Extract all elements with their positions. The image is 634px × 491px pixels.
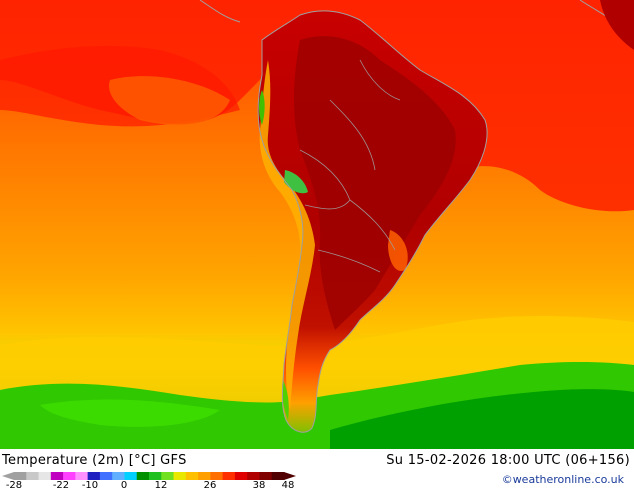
legend-swatch	[124, 472, 138, 480]
legend-tick-label: 0	[120, 480, 128, 491]
coastline	[257, 10, 488, 433]
temperature-map	[0, 0, 634, 449]
legend-swatch	[136, 472, 150, 480]
legend-swatch	[234, 472, 248, 480]
run-info: Su 15-02-2026 18:00 UTC (06+156)	[386, 453, 630, 468]
legend-swatch	[198, 472, 211, 480]
southern-brazil-orange	[388, 230, 408, 271]
legend-arrow-right	[284, 472, 296, 480]
legend-swatch	[63, 472, 76, 480]
legend-tick-label: -28	[5, 480, 23, 491]
andes-green-patch	[259, 90, 265, 125]
credit-link[interactable]: ©weatheronline.co.uk	[501, 473, 624, 486]
legend-swatch	[247, 472, 260, 480]
legend-swatch	[185, 472, 199, 480]
legend-swatch	[271, 472, 285, 480]
legend-tick-label: 12	[154, 480, 168, 491]
legend-swatch	[259, 472, 273, 480]
legend-swatch	[99, 472, 113, 480]
andes-strip	[259, 60, 315, 410]
color-legend	[2, 472, 296, 480]
dark-green-band-south	[330, 389, 634, 449]
legend-tick-label: -10	[81, 480, 99, 491]
legend-swatch	[50, 472, 64, 480]
legend-swatch	[173, 472, 187, 480]
legend-tick-label: 26	[203, 480, 217, 491]
legend-swatch	[38, 472, 52, 480]
patagonia-green	[281, 380, 289, 420]
legend-swatch	[210, 472, 224, 480]
africa-tip	[600, 0, 634, 50]
legend-swatch	[149, 472, 162, 480]
bright-green-patch	[40, 399, 220, 427]
legend-swatch	[222, 472, 236, 480]
legend-swatch	[14, 472, 27, 480]
orange-patch-west	[109, 76, 230, 125]
country-borders	[299, 59, 401, 273]
legend-tick-label: 38	[252, 480, 266, 491]
footer-bar	[0, 449, 634, 490]
map-title: Temperature (2m) [°C] GFS	[2, 453, 187, 468]
legend-arrow-left	[2, 472, 14, 480]
legend-swatch	[75, 472, 89, 480]
legend-swatch	[161, 472, 175, 480]
legend-swatch	[26, 472, 40, 480]
hot-interior	[294, 36, 456, 330]
legend-swatch	[112, 472, 125, 480]
legend-tick-label: 48	[281, 480, 295, 491]
legend-swatch	[87, 472, 101, 480]
legend-tick-label: -22	[52, 480, 70, 491]
